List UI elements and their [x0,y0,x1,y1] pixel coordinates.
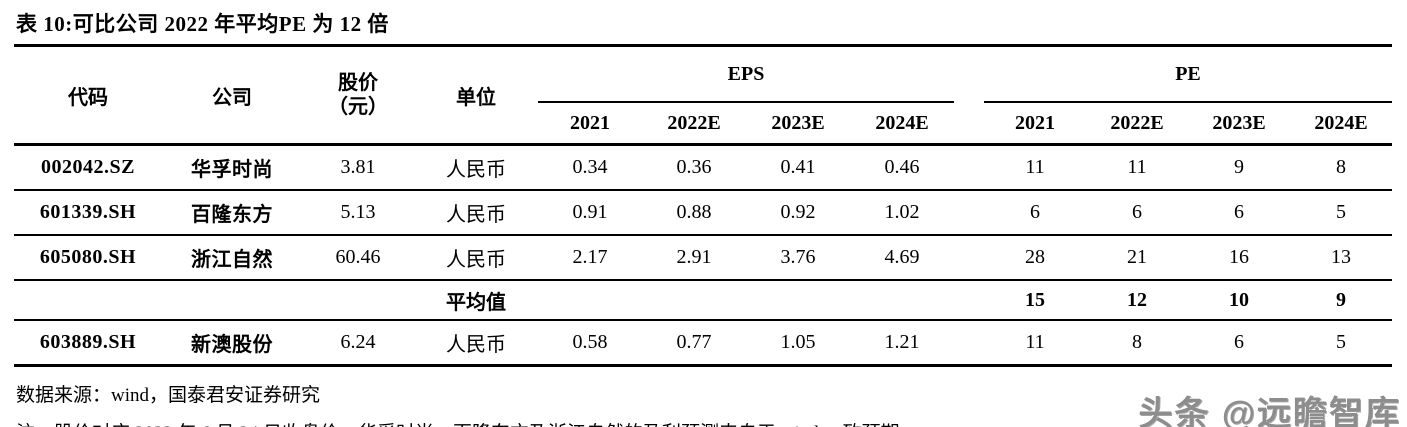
header-eps-2021: 2021 [538,102,642,146]
empty-cell [162,280,302,321]
spacer-cell [954,144,984,191]
report-table-page: 表 10:可比公司 2022 年平均PE 为 12 倍 代码 公司 股价 （元）… [0,6,1407,427]
pe-cell: 5 [1290,190,1392,236]
eps-cell: 1.21 [850,320,954,367]
pe-average-cell: 15 [984,280,1086,321]
header-code: 代码 [14,47,162,146]
header-year-row: 2021 2022E 2023E 2024E 2021 2022E 2023E … [14,102,1392,146]
price-cell: 60.46 [302,235,414,281]
comparable-companies-table: 代码 公司 股价 （元） 单位 EPS PE 2021 2022E 2023E … [14,47,1392,367]
eps-cell: 0.88 [642,190,746,236]
table-row: 605080.SH 浙江自然 60.46 人民币 2.17 2.91 3.76 … [14,235,1392,281]
header-eps-2023e: 2023E [746,102,850,146]
pe-cell: 13 [1290,235,1392,281]
code-cell: 605080.SH [14,235,162,281]
pe-cell: 6 [1086,190,1188,236]
header-eps-2024e: 2024E [850,102,954,146]
pe-cell: 11 [984,144,1086,191]
eps-cell: 4.69 [850,235,954,281]
pe-cell: 11 [1086,144,1188,191]
header-price-line2: （元） [328,96,388,118]
empty-cell [746,280,850,321]
pe-cell: 6 [1188,320,1290,367]
eps-cell: 1.02 [850,190,954,236]
empty-cell [850,280,954,321]
empty-cell [642,280,746,321]
average-label: 平均值 [414,280,538,321]
pe-average-cell: 10 [1188,280,1290,321]
price-cell: 6.24 [302,320,414,367]
empty-cell [538,280,642,321]
unit-cell: 人民币 [414,144,538,191]
header-price: 股价 （元） [302,47,414,146]
eps-cell: 0.91 [538,190,642,236]
header-eps-2022e: 2022E [642,102,746,146]
pe-cell: 11 [984,320,1086,367]
empty-cell [14,280,162,321]
eps-cell: 0.58 [538,320,642,367]
watermark-text: 头条 @远瞻智库 [1138,395,1401,427]
average-row: 平均值 15 12 10 9 [14,280,1392,321]
header-group-row: 代码 公司 股价 （元） 单位 EPS PE [14,47,1392,146]
eps-cell: 2.17 [538,235,642,281]
eps-cell: 0.36 [642,144,746,191]
eps-cell: 2.91 [642,235,746,281]
pe-cell: 5 [1290,320,1392,367]
pe-cell: 16 [1188,235,1290,281]
company-cell: 华孚时尚 [162,144,302,191]
eps-cell: 0.92 [746,190,850,236]
pe-average-cell: 9 [1290,280,1392,321]
eps-cell: 0.46 [850,144,954,191]
table-title: 表 10:可比公司 2022 年平均PE 为 12 倍 [14,6,1392,47]
pe-cell: 9 [1188,144,1290,191]
pe-cell: 8 [1086,320,1188,367]
code-cell: 601339.SH [14,190,162,236]
pe-cell: 6 [1188,190,1290,236]
unit-cell: 人民币 [414,190,538,236]
header-unit: 单位 [414,47,538,146]
code-cell: 603889.SH [14,320,162,367]
data-source-text: 数据来源：wind，国泰君安证券研究 [16,385,321,406]
eps-cell: 3.76 [746,235,850,281]
footnote-text: 注：股价对应 2022 年 6 月 24 日收盘价，华孚时尚、百隆东方及浙江自然… [16,418,1407,427]
code-cell: 002042.SZ [14,144,162,191]
empty-cell [302,280,414,321]
pe-cell: 21 [1086,235,1188,281]
spacer-cell [954,235,984,281]
table-row: 603889.SH 新澳股份 6.24 人民币 0.58 0.77 1.05 1… [14,320,1392,367]
header-pe-2021: 2021 [984,102,1086,146]
pe-cell: 6 [984,190,1086,236]
header-pe-group: PE [984,47,1392,103]
company-cell: 百隆东方 [162,190,302,236]
spacer-cell [954,190,984,236]
pe-cell: 8 [1290,144,1392,191]
unit-cell: 人民币 [414,320,538,367]
header-pe-2023e: 2023E [1188,102,1290,146]
price-cell: 3.81 [302,144,414,191]
header-eps-group: EPS [538,47,954,103]
price-cell: 5.13 [302,190,414,236]
table-row: 601339.SH 百隆东方 5.13 人民币 0.91 0.88 0.92 1… [14,190,1392,236]
header-price-line1: 股价 [338,72,378,94]
spacer-cell [954,280,984,321]
header-pe-2024e: 2024E [1290,102,1392,146]
unit-cell: 人民币 [414,235,538,281]
company-cell: 浙江自然 [162,235,302,281]
pe-average-cell: 12 [1086,280,1188,321]
pe-cell: 28 [984,235,1086,281]
spacer-cell [954,320,984,367]
eps-cell: 0.77 [642,320,746,367]
eps-cell: 0.41 [746,144,850,191]
table-row: 002042.SZ 华孚时尚 3.81 人民币 0.34 0.36 0.41 0… [14,144,1392,191]
eps-cell: 1.05 [746,320,850,367]
company-cell: 新澳股份 [162,320,302,367]
header-company: 公司 [162,47,302,146]
header-spacer [954,47,984,146]
header-pe-2022e: 2022E [1086,102,1188,146]
eps-cell: 0.34 [538,144,642,191]
